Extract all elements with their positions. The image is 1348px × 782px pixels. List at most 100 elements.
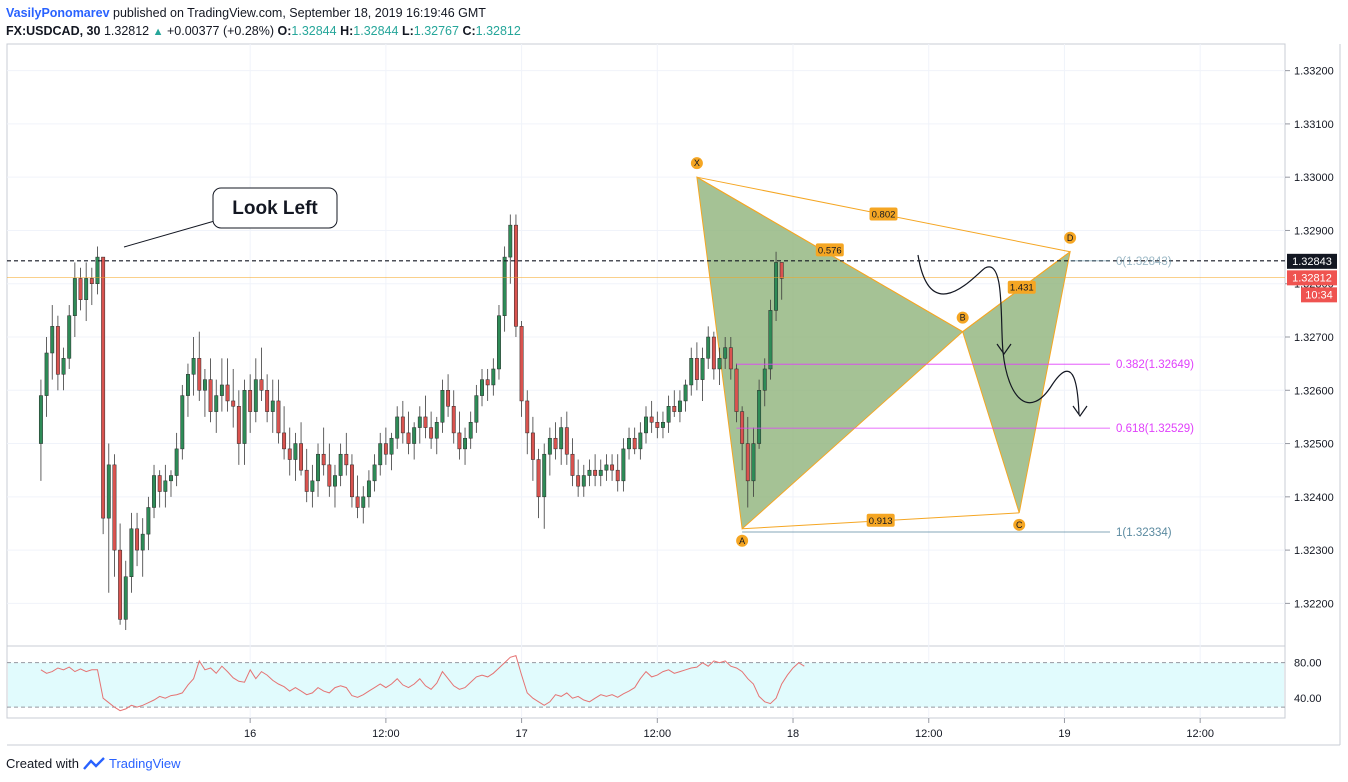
candle-body [287,448,292,460]
candle-body [513,224,518,327]
candle-body [434,421,439,439]
candle-body [191,358,196,375]
publish-info: published on TradingView.com, September … [113,6,486,20]
candle-body [711,336,716,370]
time-tick-label: 12:00 [915,728,943,740]
candle-body [530,432,535,460]
point-label-x: X [694,158,700,168]
candles [38,214,784,631]
time-tick-label: 16 [244,728,256,740]
ratio-label-ac: 0.913 [869,516,893,527]
candle-body [242,390,247,444]
price-tick-label: 1.33100 [1294,119,1334,131]
price-badge-bg [1301,287,1337,303]
time-tick-label: 12:00 [644,728,672,740]
price-tick-label: 1.32200 [1294,598,1334,610]
close-label: C: [462,24,476,38]
candle-body [84,278,89,300]
candle-body [717,358,722,370]
candle-body [412,427,417,444]
price-axis[interactable]: 1.332001.331001.330001.329001.328001.327… [1285,66,1334,706]
projection-arrow-1 [996,343,1012,356]
candle-body [78,278,83,300]
price-tick-label: 1.33200 [1294,66,1334,78]
ratio-badge-xd [869,207,898,221]
up-triangle-icon: ▲ [152,26,164,38]
ratio-badge-xb [815,243,844,257]
point-badge-b [956,311,969,324]
candle-body [706,336,711,359]
price-tick-label: 1.32400 [1294,492,1334,504]
candle-body [355,496,360,508]
candle-body [50,326,55,354]
candle-body [89,278,94,284]
price-badge-bg [1287,270,1337,286]
price-badge-label: 1.32812 [1292,272,1332,284]
rsi-pane-border [6,645,1286,719]
candle-body [186,374,190,396]
candle-body [72,278,77,316]
symbol-label[interactable]: FX:USDCAD, 30 [6,24,101,38]
main-pane-border [6,43,1286,647]
candle-body [231,400,236,407]
open-value: 1.32844 [291,24,337,38]
fib-label: 0.618(1.32529) [1116,423,1194,435]
candle-body [689,358,694,386]
rsi-tick-label: 80.00 [1294,658,1322,670]
candle-body [259,379,264,391]
fib-label: 0(1.32843) [1116,256,1172,268]
candle-body [638,432,643,450]
candle-body [429,427,434,439]
candle-body [440,390,445,423]
candle-body [372,464,377,482]
low-value: 1.32767 [413,24,459,38]
point-label-d: D [1067,233,1074,243]
candle-body [118,549,123,620]
candle-body [570,453,575,476]
candle-body [146,507,151,535]
candle-body [564,427,569,455]
candle-body [344,453,349,466]
author-link[interactable]: VasilyPonomarev [6,6,110,20]
xabcd-pattern[interactable]: 0.576 0.802 1.431 0.913 X A B C D [690,157,1077,547]
pattern-triangle-xab [696,176,964,530]
annotations[interactable]: Look Left [123,187,1088,418]
candle-body [248,390,253,412]
fib-levels[interactable]: 0(1.32843) 0.382(1.32649) 0.618(1.32529) 1(… [7,256,1285,539]
candle-body [610,464,615,471]
candle-body [338,453,343,476]
candle-body [366,480,371,498]
candle-body [383,443,388,455]
candle-body [140,533,145,551]
candle-body [389,437,394,455]
candle-body [236,406,241,444]
ratio-badge-ac [866,513,895,527]
candle-body [135,528,140,551]
candle-body [293,443,298,460]
fib-label: 0.382(1.32649) [1116,359,1194,371]
candle-body [55,326,60,375]
ratio-label-xb: 0.576 [818,245,842,256]
candle-body [202,379,207,391]
candle-body [451,406,456,434]
candle-body [406,432,411,444]
candle-body [587,469,592,476]
candle-body [106,464,111,519]
time-axis[interactable]: 16 12:00 17 12:00 18 12:00 19 12:00 [244,718,1214,740]
candle-body [67,315,72,359]
fib-label: 1(1.32334) [1116,527,1172,539]
candle-body [38,395,43,444]
candle-body [740,411,745,444]
rsi-tick-label: 40.00 [1294,693,1322,705]
candle-body [463,437,467,450]
open-label: O: [277,24,292,38]
publish-line: VasilyPonomarev published on TradingView… [6,4,521,22]
candle-body [174,448,179,476]
tradingview-brand-link[interactable]: TradingView [108,756,181,771]
candle-body [265,390,270,412]
candle-body [157,475,162,492]
callout-box[interactable] [212,187,338,229]
candle-body [123,576,128,620]
candle-body [734,368,739,412]
